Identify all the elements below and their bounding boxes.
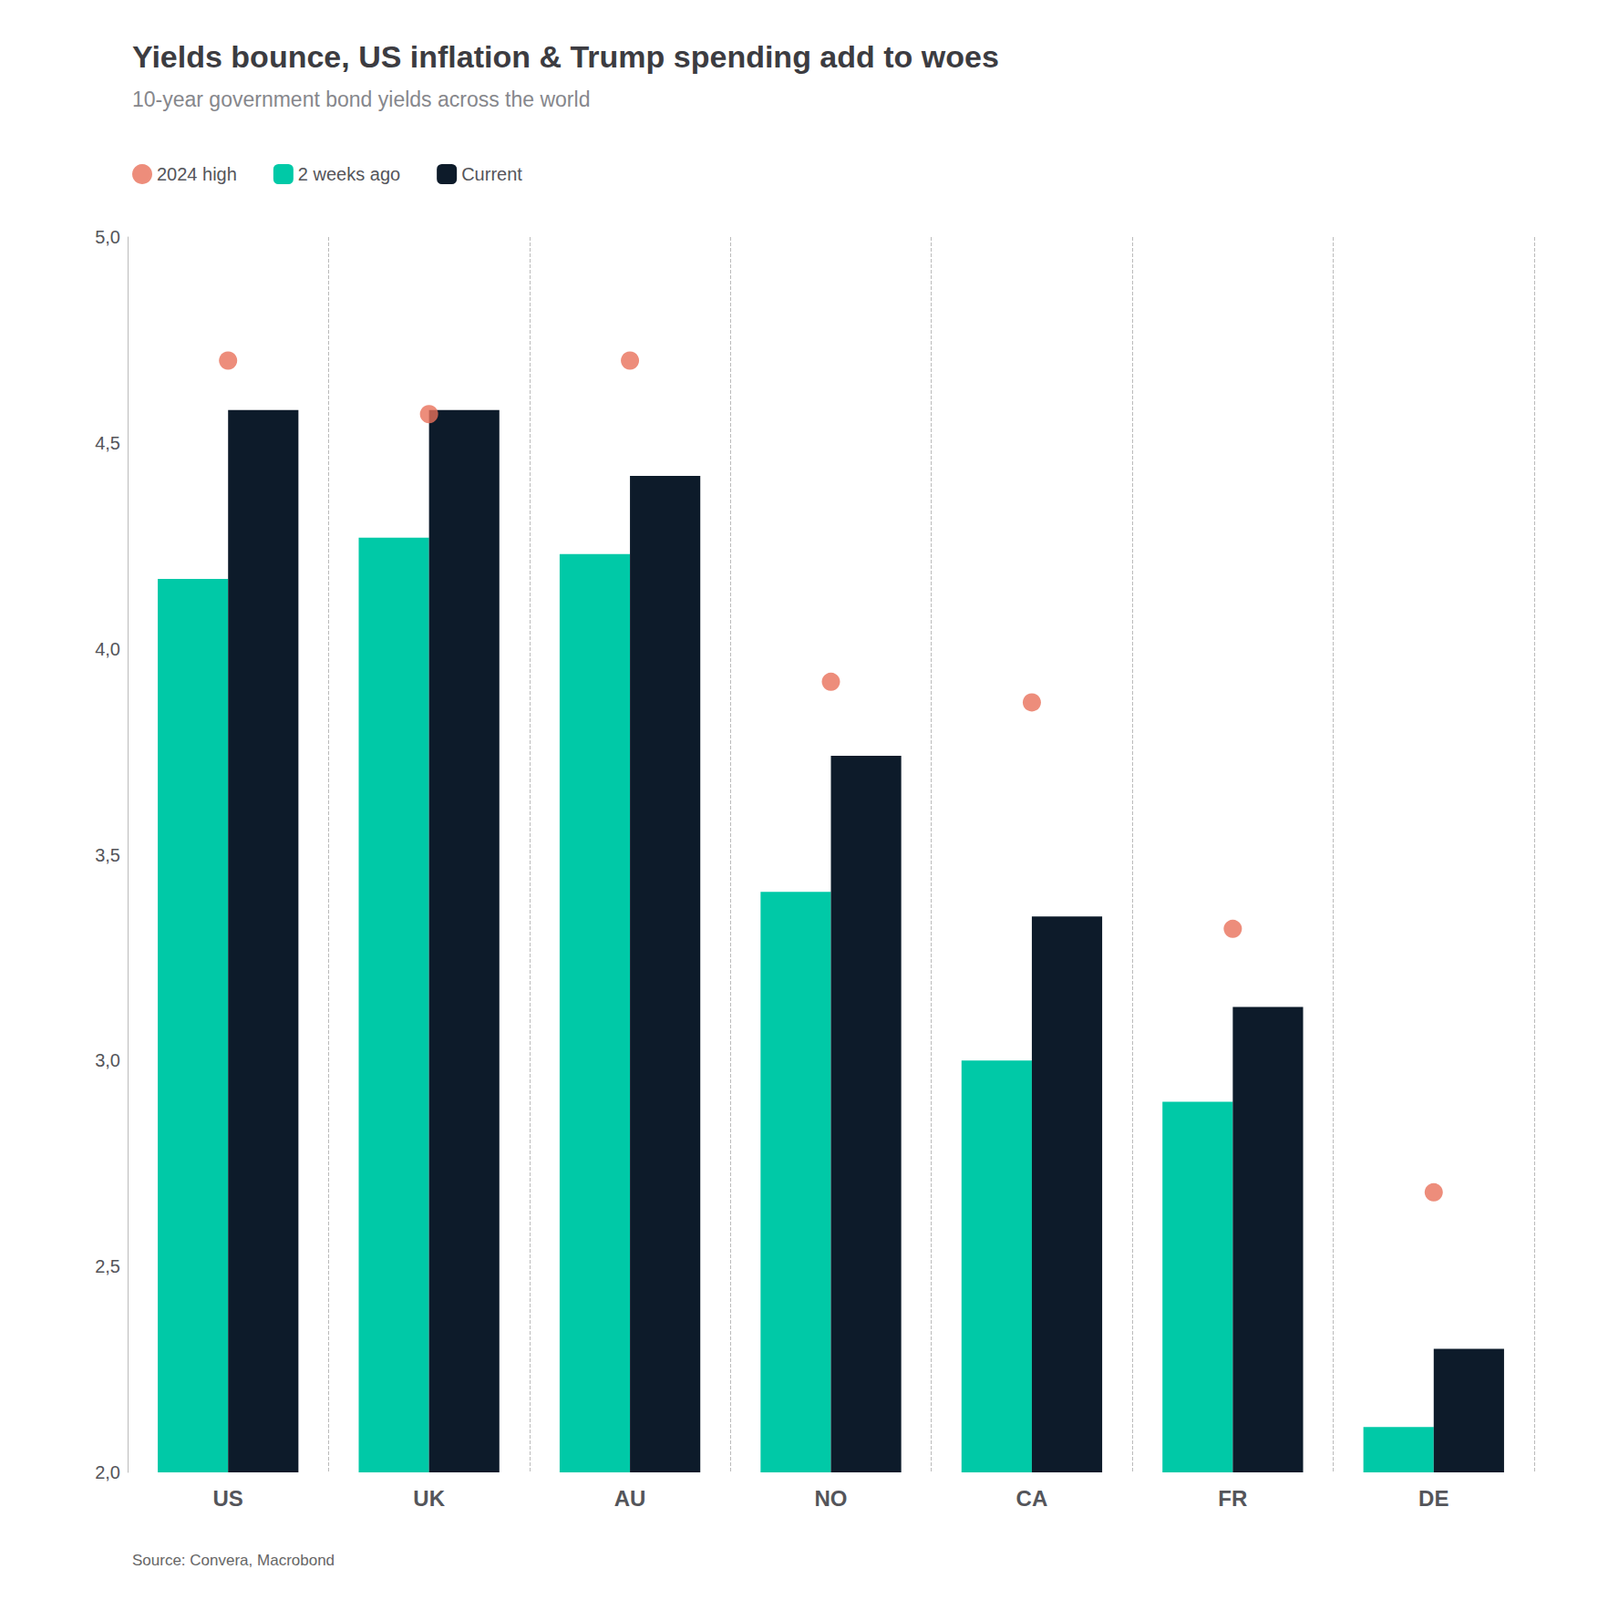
svg-text:DE: DE	[1418, 1485, 1449, 1511]
svg-text:AU: AU	[614, 1485, 647, 1511]
svg-text:NO: NO	[814, 1485, 848, 1511]
svg-text:3,0: 3,0	[94, 1050, 121, 1071]
svg-text:US: US	[213, 1485, 244, 1511]
svg-text:2024 high: 2024 high	[156, 164, 238, 185]
svg-text:5,0: 5,0	[94, 226, 121, 248]
svg-text:2,0: 2,0	[94, 1462, 121, 1483]
svg-text:Source: Convera, Macrobond: Source: Convera, Macrobond	[132, 1551, 335, 1569]
svg-text:4,5: 4,5	[94, 433, 121, 454]
svg-text:3,5: 3,5	[94, 845, 121, 866]
svg-text:Yields bounce, US inflation &: Yields bounce, US inflation & Trump spen…	[132, 39, 1000, 74]
svg-text:CA: CA	[1016, 1485, 1049, 1511]
svg-text:Current: Current	[461, 164, 523, 185]
svg-text:2,5: 2,5	[94, 1256, 121, 1277]
svg-text:UK: UK	[412, 1485, 445, 1511]
svg-text:4,0: 4,0	[94, 639, 121, 660]
svg-text:FR: FR	[1217, 1485, 1248, 1511]
svg-text:2 weeks ago: 2 weeks ago	[298, 164, 401, 185]
svg-text:10-year government bond yields: 10-year government bond yields across th…	[132, 87, 590, 112]
